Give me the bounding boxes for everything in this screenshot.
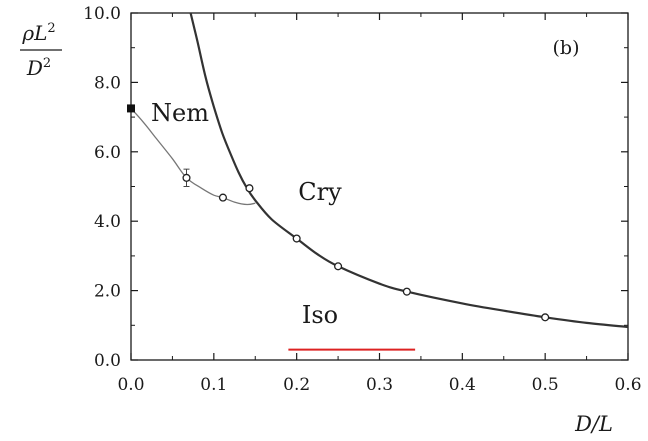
nem-boundary-curve <box>131 107 256 206</box>
y-axis-label-numerator: ρL2 <box>21 21 55 45</box>
x-tick-label: 0.4 <box>449 375 476 395</box>
data-point <box>402 287 411 296</box>
x-tick-label: 0.0 <box>117 375 144 395</box>
region-label-cry: Cry <box>298 178 342 206</box>
x-axis-label: D/L <box>574 412 613 436</box>
data-point <box>541 313 550 322</box>
y-axis-label-denominator: D2 <box>26 56 51 80</box>
data-point-filled <box>127 104 135 113</box>
y-tick-label: 6.0 <box>94 143 121 163</box>
x-tick-label: 0.1 <box>200 375 227 395</box>
x-tick-label: 0.5 <box>532 375 559 395</box>
data-point <box>245 184 254 193</box>
y-tick-label: 2.0 <box>94 282 121 302</box>
y-tick-label: 0.0 <box>94 351 121 371</box>
x-tick-label: 0.6 <box>614 375 641 395</box>
x-tick-label: 0.3 <box>366 375 393 395</box>
iso-cry-boundary-curve <box>189 13 628 329</box>
plot-frame <box>130 12 629 361</box>
y-tick-label: 8.0 <box>94 73 121 93</box>
y-tick-label: 4.0 <box>94 212 121 232</box>
y-tick-label: 10.0 <box>83 4 121 24</box>
chart-marks: 0.0 0.1 0.2 0.3 0.4 0.5 0.6 0.0 2.0 4.0 6.0 8.0 10.0 <box>83 4 641 395</box>
panel-label: (b) <box>553 37 580 59</box>
data-point <box>334 262 343 271</box>
region-label-iso: Iso <box>302 301 338 329</box>
data-point <box>182 173 191 182</box>
data-point <box>218 193 227 202</box>
y-axis-label: ρL2 D2 <box>20 21 62 80</box>
data-point <box>292 234 301 243</box>
x-tick-label: 0.2 <box>283 375 310 395</box>
region-label-nem: Nem <box>151 99 209 127</box>
